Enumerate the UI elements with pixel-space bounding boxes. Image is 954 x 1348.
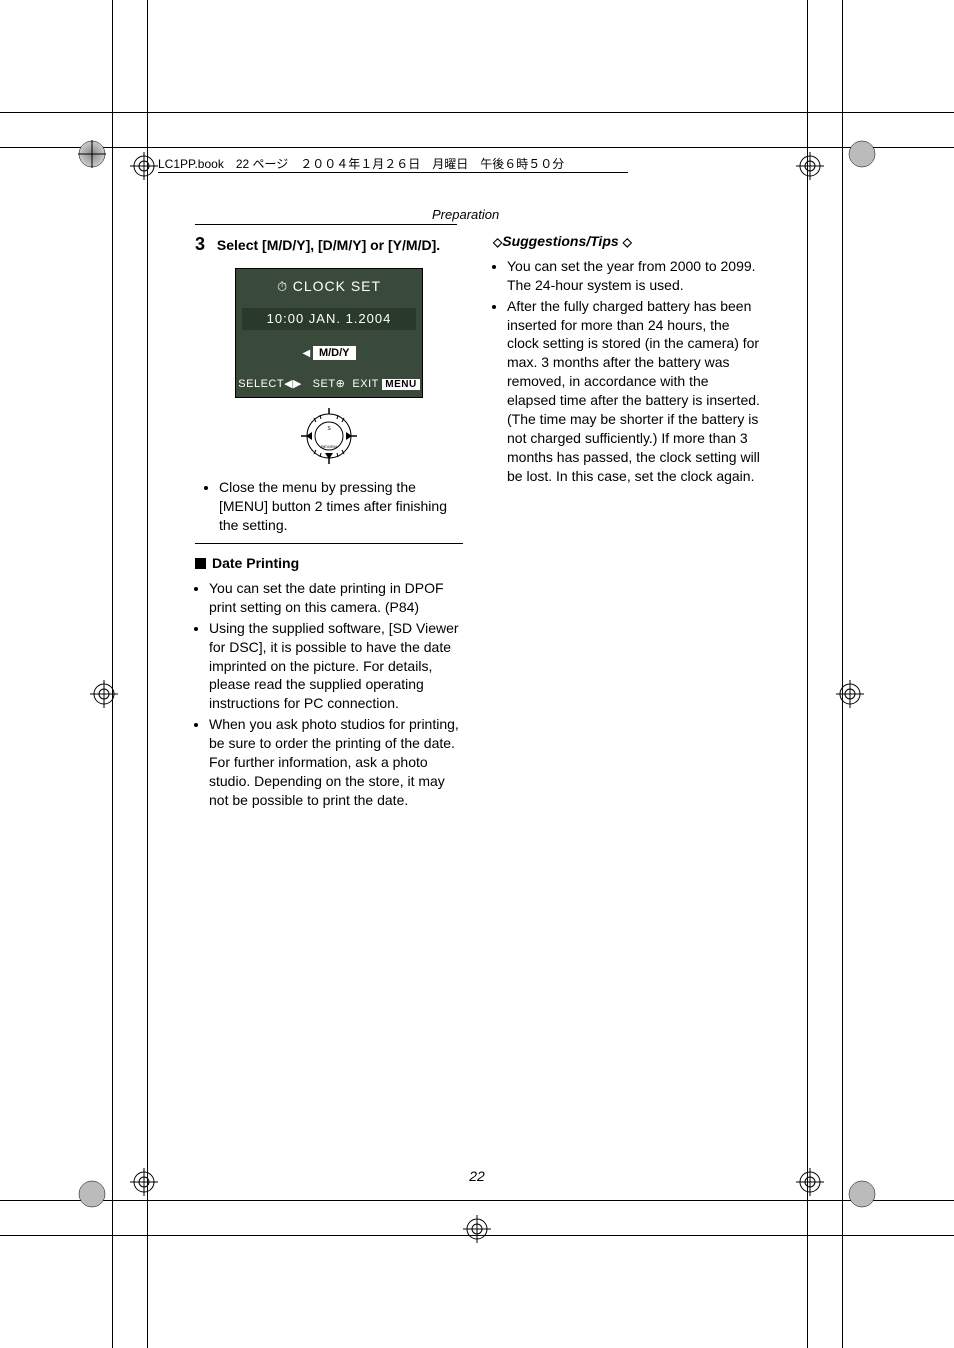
lcd-title: CLOCK SET — [236, 275, 422, 308]
left-column: 3 Select [M/D/Y], [D/M/Y] or [Y/M/D]. CL… — [195, 232, 463, 812]
diamond-icon: ◇ — [623, 235, 632, 249]
crop-guide-h2 — [0, 147, 954, 148]
reg-mark-icon — [848, 140, 876, 168]
lcd-time-row: 10:00 JAN. 1.2004 — [242, 308, 416, 330]
lcd-select-label: SELECT — [238, 378, 284, 390]
crosshair-icon — [796, 152, 824, 180]
step-bullets: Close the menu by pressing the [MENU] bu… — [205, 478, 463, 535]
crop-guide-v3 — [807, 0, 808, 1348]
list-item: You can set the date printing in DPOF pr… — [209, 579, 463, 617]
list-item: You can set the year from 2000 to 2099. … — [507, 257, 761, 295]
step-row: 3 Select [M/D/Y], [D/M/Y] or [Y/M/D]. — [195, 232, 463, 256]
svg-text:REVIEW: REVIEW — [321, 444, 337, 449]
crop-guide-h3 — [0, 1200, 954, 1201]
step-number: 3 — [195, 232, 213, 256]
tips-heading: ◇Suggestions/Tips ◇ — [493, 232, 761, 251]
reg-mark-icon — [78, 140, 106, 168]
list-item: When you ask photo studios for printing,… — [209, 715, 463, 809]
crop-guide-h1 — [0, 112, 954, 113]
crop-guide-v4 — [842, 0, 843, 1348]
crosshair-icon — [463, 1215, 491, 1243]
svg-text:S: S — [327, 426, 331, 432]
list-item: After the fully charged battery has been… — [507, 297, 761, 486]
left-arrow-icon — [302, 345, 312, 359]
reg-mark-icon — [848, 1180, 876, 1208]
lcd-menu-label: MENU — [382, 379, 419, 390]
tips-heading-text: Suggestions/Tips — [502, 233, 618, 249]
date-printing-bullets: You can set the date printing in DPOF pr… — [195, 579, 463, 810]
lcd-exit-label: EXIT — [352, 378, 378, 390]
lcd-bottom-bar: SELECT◀▶ SET⊕ EXIT MENU — [236, 375, 422, 394]
list-item: Close the menu by pressing the [MENU] bu… — [219, 478, 463, 535]
crosshair-icon — [836, 680, 864, 708]
list-item: Using the supplied software, [SD Viewer … — [209, 619, 463, 713]
crosshair-icon — [90, 680, 118, 708]
lcd-screenshot: CLOCK SET 10:00 JAN. 1.2004 M/D/Y SELECT… — [235, 268, 423, 398]
lcd-format-row: M/D/Y — [236, 344, 422, 361]
tips-bullets: You can set the year from 2000 to 2099. … — [493, 257, 761, 486]
divider — [195, 543, 463, 544]
control-dial-icon: S REVIEW — [299, 406, 359, 466]
lcd-set-label: SET — [313, 378, 336, 390]
lcd-format-value: M/D/Y — [313, 346, 356, 360]
reg-mark-icon — [78, 1180, 106, 1208]
crop-guide-v2 — [147, 0, 148, 1348]
step-title: Select [M/D/Y], [D/M/Y] or [Y/M/D]. — [217, 237, 440, 253]
diamond-icon: ◇ — [493, 235, 502, 249]
header-underline — [158, 172, 628, 173]
date-printing-heading: Date Printing — [195, 554, 463, 573]
crop-guide-v1 — [112, 0, 113, 1348]
page-number: 22 — [0, 1168, 954, 1184]
crosshair-icon — [130, 152, 158, 180]
section-title: Preparation — [432, 207, 499, 222]
content-area: 3 Select [M/D/Y], [D/M/Y] or [Y/M/D]. CL… — [195, 232, 765, 812]
section-rule — [195, 224, 457, 225]
right-column: ◇Suggestions/Tips ◇ You can set the year… — [493, 232, 761, 812]
